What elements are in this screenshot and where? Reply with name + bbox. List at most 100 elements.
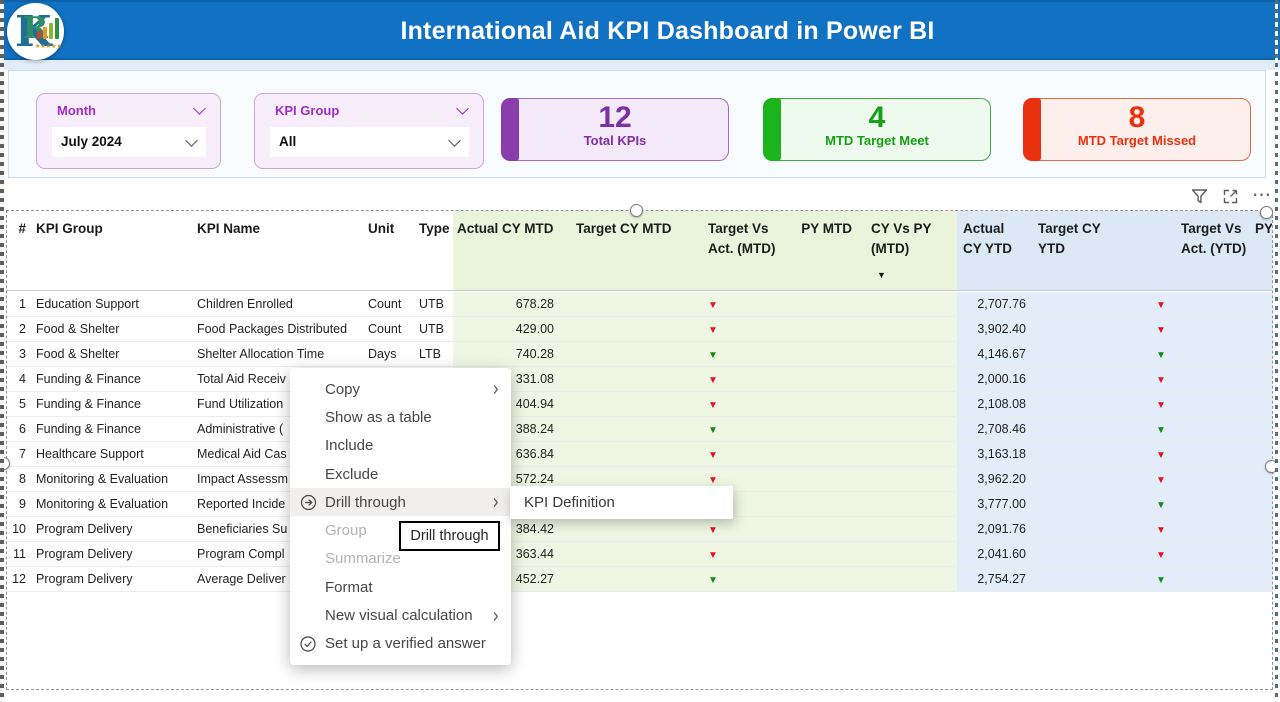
table-row[interactable]: 12Program DeliveryAverage Deliver452.27▼… xyxy=(7,567,1272,592)
table-cell: ▼ xyxy=(699,542,794,567)
total-kpis-card[interactable]: 12 Total KPIs xyxy=(501,98,729,161)
submenu-item-kpi-definition[interactable]: KPI Definition xyxy=(524,494,615,511)
table-cell: Food Packages Distributed xyxy=(193,317,363,342)
menu-item-include[interactable]: Include xyxy=(290,432,511,460)
table-cell: ▼ xyxy=(699,567,794,592)
visual-toolbar: ⋯ xyxy=(1160,184,1272,208)
card-accent-bar xyxy=(763,98,781,161)
focus-mode-icon[interactable] xyxy=(1221,187,1240,206)
column-header[interactable]: Type xyxy=(411,211,453,290)
table-cell: 10 xyxy=(7,517,29,542)
table-cell: ▼ xyxy=(1114,367,1254,392)
table-cell: 3,902.40 xyxy=(957,317,1034,342)
drill-through-icon xyxy=(300,494,325,511)
table-row[interactable]: 5Funding & FinanceFund Utilization404.94… xyxy=(7,392,1272,417)
verified-icon xyxy=(300,636,325,652)
table-row[interactable]: 3Food & ShelterShelter Allocation TimeDa… xyxy=(7,342,1272,367)
column-header[interactable]: Target Vs Act. (YTD) xyxy=(1114,211,1254,290)
table-cell xyxy=(794,292,864,317)
mtd-target-missed-card[interactable]: 8 MTD Target Missed xyxy=(1023,98,1251,161)
table-cell: 2,707.76 xyxy=(957,292,1034,317)
title-bar: International Aid KPI Dashboard in Power… xyxy=(0,0,1280,60)
more-options-icon[interactable]: ⋯ xyxy=(1252,186,1272,206)
menu-item-label: Copy xyxy=(325,381,360,398)
column-header[interactable]: PY MTD xyxy=(794,211,864,290)
table-cell: Children Enrolled xyxy=(193,292,363,317)
table-cell xyxy=(864,542,957,567)
table-cell: Monitoring & Evaluation xyxy=(29,492,193,517)
selection-handle-top-right[interactable] xyxy=(1260,206,1273,219)
table-cell: ▼ xyxy=(699,417,794,442)
table-cell: 5 xyxy=(7,392,29,417)
month-dropdown[interactable]: July 2024 xyxy=(52,127,206,157)
column-header[interactable]: Unit xyxy=(363,211,411,290)
menu-item-set-up-a-verified-answer[interactable]: Set up a verified answer xyxy=(290,630,511,658)
table-cell: Education Support xyxy=(29,292,193,317)
column-header[interactable]: Actual CY YTD xyxy=(957,211,1034,290)
chevron-down-icon[interactable] xyxy=(193,102,206,115)
logo-barchart-icon xyxy=(37,17,59,39)
trend-down-icon: ▼ xyxy=(1156,325,1166,336)
table-cell: Healthcare Support xyxy=(29,442,193,467)
mtd-target-missed-label: MTD Target Missed xyxy=(1024,133,1250,148)
menu-item-format[interactable]: Format xyxy=(290,573,511,601)
kpi-group-dropdown[interactable]: All xyxy=(270,127,469,157)
table-row[interactable]: 4Funding & FinanceTotal Aid Receiv331.08… xyxy=(7,367,1272,392)
table-cell xyxy=(794,492,864,517)
mtd-target-meet-card[interactable]: 4 MTD Target Meet xyxy=(763,98,991,161)
column-header[interactable]: # xyxy=(7,211,29,290)
header-gap xyxy=(0,60,1280,70)
table-row[interactable]: 7Healthcare SupportMedical Aid Cas636.84… xyxy=(7,442,1272,467)
table-cell: ▼ xyxy=(699,317,794,342)
kpi-table-visual[interactable]: # KPI Group KPI Name Unit Type Actual CY… xyxy=(6,210,1273,690)
table-cell: 8 xyxy=(7,467,29,492)
column-header[interactable]: Target CY MTD xyxy=(561,211,699,290)
context-menu: Copy›Show as a tableIncludeExcludeDrill … xyxy=(290,368,511,665)
table-cell xyxy=(1254,517,1272,542)
column-header[interactable]: Target Vs Act. (MTD) xyxy=(699,211,794,290)
selection-handle-top[interactable] xyxy=(630,204,643,217)
menu-item-drill-through[interactable]: Drill through› xyxy=(290,488,511,516)
table-row[interactable]: 6Funding & FinanceAdministrative (388.24… xyxy=(7,417,1272,442)
table-cell xyxy=(561,567,699,592)
trend-down-icon: ▼ xyxy=(1156,525,1166,536)
table-cell: Food & Shelter xyxy=(29,317,193,342)
menu-item-exclude[interactable]: Exclude xyxy=(290,460,511,488)
table-cell: ▼ xyxy=(1114,492,1254,517)
table-row[interactable]: 10Program DeliveryBeneficiaries Su384.42… xyxy=(7,517,1272,542)
menu-item-new-visual-calculation[interactable]: New visual calculation› xyxy=(290,601,511,629)
table-cell xyxy=(864,342,957,367)
month-slicer-label: Month xyxy=(57,103,96,118)
trend-down-icon: ▼ xyxy=(708,425,718,436)
column-header[interactable]: KPI Name xyxy=(193,211,363,290)
column-header[interactable]: PY xyxy=(1254,211,1272,290)
table-cell xyxy=(1254,392,1272,417)
column-header[interactable]: Actual CY MTD xyxy=(453,211,561,290)
filter-icon[interactable] xyxy=(1190,187,1209,206)
table-row[interactable]: 1Education SupportChildren EnrolledCount… xyxy=(7,292,1272,317)
mtd-target-missed-value: 8 xyxy=(1024,100,1250,136)
table-cell xyxy=(1034,367,1114,392)
table-row[interactable]: 2Food & ShelterFood Packages Distributed… xyxy=(7,317,1272,342)
column-header[interactable]: KPI Group xyxy=(29,211,193,290)
menu-item-copy[interactable]: Copy › xyxy=(290,375,511,403)
table-cell: 678.28 xyxy=(453,292,561,317)
table-row[interactable]: 11Program DeliveryProgram Compl363.44▼2,… xyxy=(7,542,1272,567)
table-cell xyxy=(794,442,864,467)
column-header-sorted[interactable]: CY Vs PY (MTD) ▼ xyxy=(864,211,957,290)
table-cell: UTB xyxy=(411,317,453,342)
table-cell xyxy=(1034,492,1114,517)
table-cell: ▼ xyxy=(699,392,794,417)
table-cell xyxy=(1254,567,1272,592)
table-cell: 3 xyxy=(7,342,29,367)
drill-through-tooltip: Drill through xyxy=(399,521,500,551)
month-value: July 2024 xyxy=(61,127,122,157)
table-cell xyxy=(1034,392,1114,417)
table-cell xyxy=(1034,442,1114,467)
chevron-right-icon: › xyxy=(493,378,499,400)
chevron-down-icon[interactable] xyxy=(456,102,469,115)
trend-down-icon: ▼ xyxy=(1156,475,1166,486)
table-cell: 740.28 xyxy=(453,342,561,367)
column-header[interactable]: Target CY YTD xyxy=(1034,211,1114,290)
menu-item-show-as-a-table[interactable]: Show as a table xyxy=(290,403,511,431)
